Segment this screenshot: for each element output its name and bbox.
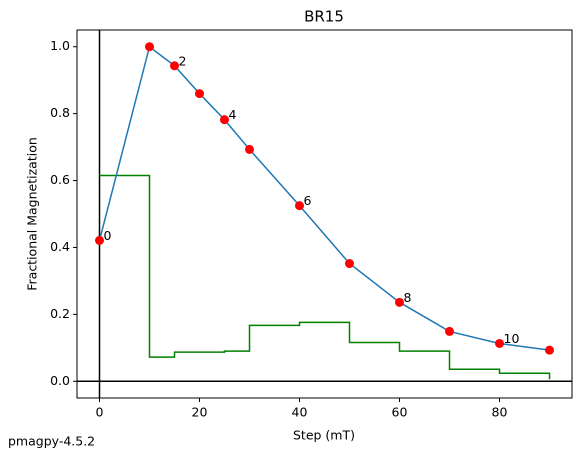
data-point <box>495 338 504 348</box>
data-point <box>245 144 254 154</box>
data-point <box>145 42 154 52</box>
point-label: 6 <box>304 193 312 208</box>
data-line <box>98 45 550 351</box>
data-point <box>220 115 229 125</box>
data-point <box>545 345 554 355</box>
point-label: 2 <box>179 53 187 68</box>
plot-frame <box>76 29 573 399</box>
data-point <box>295 201 304 211</box>
y-tick-label: 1.0 <box>50 38 70 53</box>
data-point <box>170 61 179 71</box>
y-tick-label: 0.6 <box>50 172 70 187</box>
data-point <box>445 326 454 336</box>
y-tick-label: 0.2 <box>50 306 70 321</box>
chart-title: BR15 <box>304 8 344 26</box>
point-label: 10 <box>504 331 520 346</box>
x-axis-label: Step (mT) <box>293 428 355 443</box>
data-point <box>345 259 354 269</box>
x-tick-label: 40 <box>292 405 308 420</box>
y-tick-label: 0.4 <box>50 239 70 254</box>
x-tick-label: 80 <box>492 405 508 420</box>
data-point <box>95 235 104 245</box>
point-label: 0 <box>104 228 112 243</box>
point-label: 8 <box>404 290 412 305</box>
data-point <box>395 297 404 307</box>
y-tick-label: 0.0 <box>50 373 70 388</box>
point-label: 4 <box>229 107 237 122</box>
y-tick-label: 0.8 <box>50 105 70 120</box>
data-point <box>195 89 204 99</box>
footer: pmagpy-4.5.2 <box>8 434 95 449</box>
step-line <box>99 174 551 380</box>
x-tick-label: 20 <box>192 405 208 420</box>
x-tick-label: 0 <box>96 405 104 420</box>
x-tick-label: 60 <box>392 405 408 420</box>
y-axis-label: Fractional Magnetization <box>25 137 40 291</box>
